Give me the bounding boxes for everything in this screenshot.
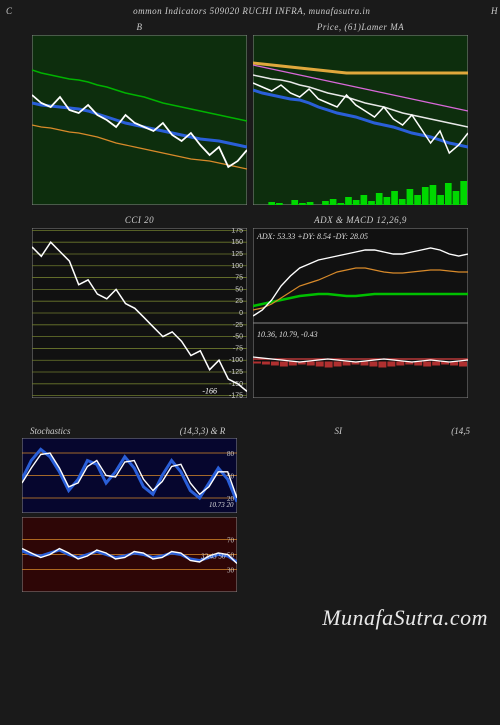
svg-text:10.73 20: 10.73 20 <box>209 501 234 509</box>
rsi-title-left: SI <box>335 426 343 436</box>
svg-text:-175: -175 <box>229 393 243 398</box>
svg-text:-166: -166 <box>202 386 217 395</box>
panel-price-chart <box>253 35 468 205</box>
svg-text:70: 70 <box>227 537 235 545</box>
rsi-title-right: (14,5 <box>451 426 470 436</box>
svg-text:80: 80 <box>227 450 235 458</box>
panel-cci-chart: 1751501251007550250-25-50-75-100-125-150… <box>32 228 247 398</box>
panel-b-title: B <box>137 22 143 32</box>
svg-text:ADX: 53.33 +DY: 8.54 -DY: 28: ADX: 53.33 +DY: 8.54 -DY: 28.05 <box>256 232 368 241</box>
svg-text:-75: -75 <box>233 345 243 352</box>
svg-text:150: 150 <box>231 239 243 246</box>
watermark: MunafaSutra.com <box>322 605 488 631</box>
svg-text:-25: -25 <box>233 322 243 329</box>
header-center: ommon Indicators 509020 RUCHI INFRA, mun… <box>133 6 370 16</box>
svg-text:-100: -100 <box>229 357 243 364</box>
svg-text:75: 75 <box>235 275 243 282</box>
header-right: H <box>491 6 498 16</box>
panel-adx-title: ADX & MACD 12,26,9 <box>314 215 407 225</box>
svg-text:125: 125 <box>231 251 243 258</box>
panel-cci-title: CCI 20 <box>125 215 154 225</box>
svg-text:32.43 50: 32.43 50 <box>200 553 226 561</box>
svg-text:100: 100 <box>231 263 243 270</box>
panel-price-title: Price, (61)Lamer MA <box>317 22 404 32</box>
panel-stoch-chart: 20508010.73 20 <box>22 438 237 513</box>
panel-rsi-chart: 30507032.43 50 <box>22 517 237 592</box>
svg-text:-50: -50 <box>233 334 243 341</box>
svg-text:30: 30 <box>227 567 235 575</box>
panel-adx-chart: ADX: 53.33 +DY: 8.54 -DY: 28.05 10.36, 10… <box>253 228 468 398</box>
stoch-title-right: (14,3,3) & R <box>180 426 226 436</box>
stoch-title-left: Stochastics <box>30 426 71 436</box>
svg-text:-125: -125 <box>229 369 243 376</box>
svg-text:50: 50 <box>235 286 243 293</box>
svg-text:10.36, 10.79, -0.43: 10.36, 10.79, -0.43 <box>257 330 318 339</box>
svg-text:0: 0 <box>239 310 243 317</box>
header-left: C <box>6 6 13 16</box>
svg-text:175: 175 <box>231 228 243 234</box>
svg-text:25: 25 <box>235 298 243 305</box>
panel-b-chart <box>32 35 247 205</box>
